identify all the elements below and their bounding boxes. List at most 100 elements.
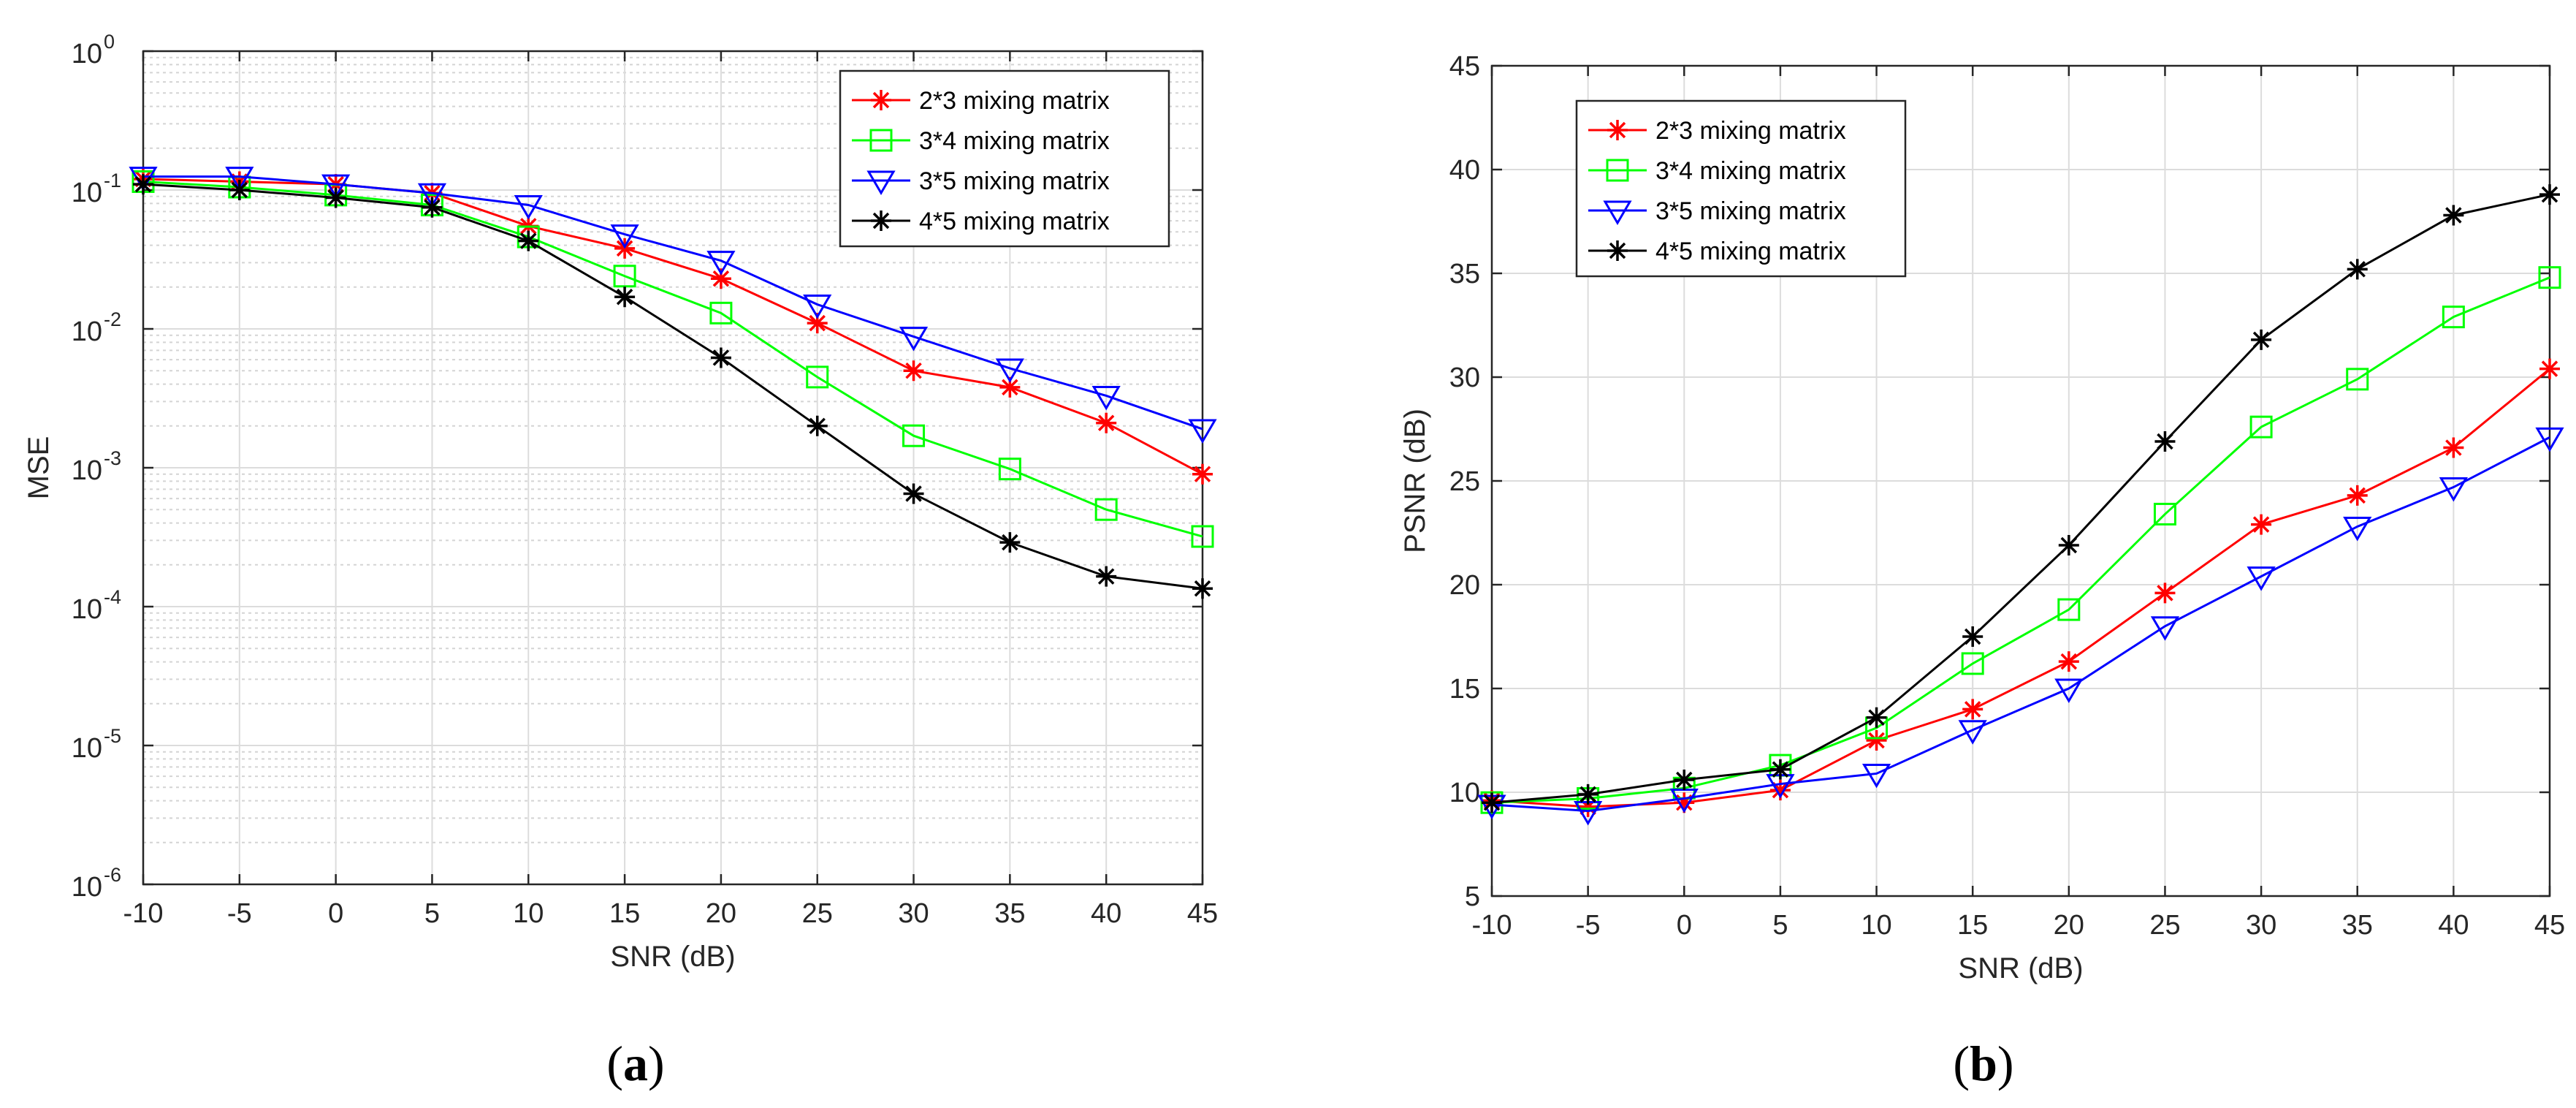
data-point [514, 195, 543, 220]
series-line [142, 183, 1203, 590]
x-tick-label: 20 [2054, 910, 2084, 941]
data-point [710, 347, 731, 368]
y-tick-label: 30 [1449, 363, 1480, 393]
data-point [1094, 498, 1118, 521]
x-tick-label: -10 [1472, 910, 1512, 941]
panel-label: a [623, 1036, 648, 1091]
data-point [1191, 525, 1214, 548]
data-point [1577, 783, 1598, 805]
series-line [1491, 368, 2550, 808]
legend-item: 3*4 mixing matrix [852, 127, 1110, 155]
legend-label: 3*4 mixing matrix [1655, 157, 1846, 185]
data-point [2535, 427, 2564, 452]
y-tick-label-base: 10 [72, 178, 102, 208]
y-tick-label: 25 [1449, 466, 1480, 497]
y-tick-label: 5 [1465, 881, 1480, 912]
data-point [2439, 477, 2468, 502]
data-point [709, 301, 733, 325]
legend-label: 3*5 mixing matrix [919, 167, 1110, 195]
y-tick-label-base: 10 [72, 455, 102, 486]
y-tick-label: 40 [1449, 155, 1480, 186]
data-point [807, 415, 828, 436]
series-line [1491, 276, 2550, 804]
legend: 2*3 mixing matrix 3*4 mixing matrix 3*5 mi… [1575, 99, 1907, 278]
legend-item: 3*4 mixing matrix [1588, 157, 1846, 185]
data-point [225, 167, 254, 191]
data-point [903, 360, 924, 382]
chart-panel-b: -10 -5 0 5 10 15 20 25 30 35 40 45 5 10 15 20 25 30 35 40 45… [1399, 51, 2565, 1091]
y-tick-label-exponent: -3 [104, 447, 121, 469]
y-axis-label: MSE [23, 436, 55, 500]
data-point [133, 174, 153, 195]
x-tick-label: -5 [1576, 910, 1601, 941]
x-tick-label: 40 [2438, 910, 2469, 941]
series-3 [129, 167, 1217, 444]
data-point [325, 187, 346, 208]
series-line [142, 180, 1203, 538]
data-point [2058, 535, 2079, 556]
data-point [1188, 419, 1217, 444]
y-axis-label: PSNR (dB) [1399, 409, 1431, 553]
x-tick-label: 25 [2149, 910, 2180, 941]
data-point [1962, 626, 1984, 647]
data-point [1091, 385, 1121, 411]
series-line [1491, 193, 2550, 804]
data-point [2153, 502, 2176, 525]
x-tick-label: -5 [227, 898, 252, 929]
legend-item: 4*5 mixing matrix [1588, 238, 1846, 265]
legend-item: 2*3 mixing matrix [1588, 117, 1846, 145]
data-point [806, 365, 829, 389]
x-tick-label: 0 [1677, 910, 1692, 941]
data-point [899, 327, 929, 352]
data-point [1866, 730, 1887, 751]
data-point [613, 265, 636, 288]
legend-marker [871, 210, 891, 231]
y-tick-label: 45 [1449, 51, 1480, 82]
data-point [2347, 485, 2368, 506]
x-tick-label: 10 [513, 898, 544, 929]
data-point [2443, 205, 2464, 226]
legend: 2*3 mixing matrix 3*4 mixing matrix 3*5 mi… [839, 69, 1170, 248]
data-point [2539, 184, 2560, 205]
y-tick-label-exponent: -6 [104, 864, 121, 886]
legend-marker [866, 170, 896, 195]
x-tick-label: 5 [424, 898, 440, 929]
y-tick-label-exponent: -1 [104, 170, 121, 191]
legend-marker [871, 90, 891, 110]
y-tick-label-base: 10 [72, 316, 102, 347]
y-tick-label-base: 10 [72, 39, 102, 69]
data-point [321, 174, 351, 200]
data-point [1674, 792, 1695, 813]
legend-label: 4*5 mixing matrix [919, 208, 1110, 235]
series-4 [133, 174, 1213, 599]
data-point [518, 230, 539, 251]
y-tick-label-exponent: 0 [104, 31, 115, 53]
data-point [229, 180, 250, 200]
legend-marker [869, 129, 893, 152]
panel-label: b [1970, 1036, 1997, 1091]
x-tick-label: -10 [123, 898, 164, 929]
y-tick-label-exponent: -5 [104, 725, 121, 747]
data-point [2443, 437, 2464, 458]
series-2 [132, 170, 1214, 548]
data-point [614, 287, 636, 308]
data-point [2346, 368, 2369, 391]
data-point [2150, 616, 2180, 641]
data-point [1096, 566, 1117, 587]
x-tick-label: 15 [609, 898, 640, 929]
data-point [1482, 792, 1502, 813]
data-point [902, 424, 926, 447]
data-point [2251, 514, 2272, 535]
legend-label: 3*5 mixing matrix [1655, 197, 1846, 225]
data-point [2154, 583, 2176, 604]
x-tick-label: 0 [328, 898, 343, 929]
x-axis: -10 -5 0 5 10 15 20 25 30 35 40 45 [1472, 66, 2565, 941]
x-tick-label: 40 [1091, 898, 1121, 929]
data-point [1866, 707, 1887, 728]
panel-caption: (a) [606, 1036, 664, 1091]
y-tick-label-base: 10 [72, 733, 102, 764]
data-point [803, 295, 832, 319]
